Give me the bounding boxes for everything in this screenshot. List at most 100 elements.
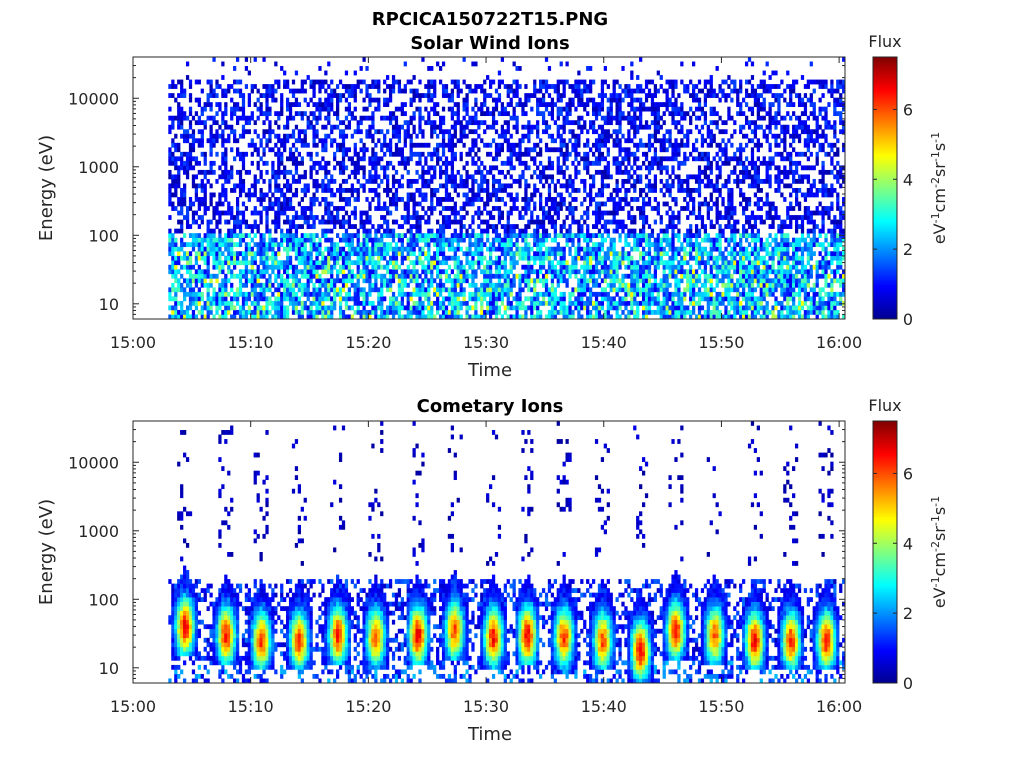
spectrogram-cell xyxy=(200,309,204,315)
spectrogram-cell xyxy=(297,215,301,220)
spectrogram-cell xyxy=(465,269,469,275)
spectrogram-cell xyxy=(497,169,502,175)
spectrogram-cell xyxy=(477,156,481,162)
spectrogram-cell xyxy=(168,147,172,153)
spectrogram-cell xyxy=(521,106,525,112)
spectrogram-cell xyxy=(512,201,516,207)
spectrogram-cell xyxy=(344,255,349,261)
spectrogram-cell xyxy=(603,93,607,98)
spectrogram-cell xyxy=(365,251,369,257)
spectrogram-cell xyxy=(235,169,240,175)
spectrogram-cell xyxy=(471,251,475,257)
spectrogram-cell xyxy=(241,165,246,171)
spectrogram-cell xyxy=(438,233,443,238)
spectrogram-cell xyxy=(412,75,416,80)
spectrogram-cell xyxy=(244,66,249,71)
spectrogram-cell xyxy=(400,147,404,153)
spectrogram-cell xyxy=(300,233,304,238)
spectrogram-cell xyxy=(174,296,178,302)
spectrogram-cell xyxy=(453,151,457,157)
spectrogram-cell xyxy=(577,102,581,107)
spectrogram-cell xyxy=(259,174,263,180)
spectrogram-cell xyxy=(271,237,275,243)
spectrogram-cell xyxy=(324,219,328,225)
spectrogram-cell xyxy=(356,124,360,130)
spectrogram-cell xyxy=(438,142,443,148)
spectrogram-cell xyxy=(353,246,357,252)
spectrogram-cell xyxy=(609,174,613,180)
spectrogram-cell xyxy=(430,84,434,89)
spectrogram-cell xyxy=(403,273,407,279)
spectrogram-cell xyxy=(336,142,340,148)
spectrogram-cell xyxy=(403,120,407,126)
spectrogram-cell xyxy=(341,224,346,229)
spectrogram-cell xyxy=(221,174,225,180)
spectrogram-cell xyxy=(606,174,610,180)
spectrogram-cell xyxy=(341,219,346,225)
spectrogram-cell xyxy=(618,197,622,202)
spectrogram-cell xyxy=(377,237,381,243)
spectrogram-cell xyxy=(506,102,510,107)
spectrogram-cell xyxy=(418,188,422,193)
spectrogram-cell xyxy=(621,147,625,153)
spectrogram-cell xyxy=(394,142,399,148)
spectrogram-cell xyxy=(497,206,502,211)
spectrogram-cell xyxy=(471,219,475,225)
spectrogram-cell xyxy=(474,237,478,243)
spectrogram-cell xyxy=(227,174,231,180)
spectrogram-cell xyxy=(235,106,240,112)
spectrogram-cell xyxy=(533,219,537,225)
spectrogram-cell xyxy=(600,133,605,139)
spectrogram-cell xyxy=(403,165,407,171)
spectrogram-cell xyxy=(212,291,216,297)
spectrogram-cell xyxy=(250,224,254,229)
spectrogram-cell xyxy=(559,260,563,266)
spectrogram-cell xyxy=(288,188,293,193)
spectrogram-cell xyxy=(506,138,510,144)
spectrogram-cell xyxy=(386,309,390,315)
spectrogram-cell xyxy=(500,102,505,107)
spectrogram-cell xyxy=(562,169,566,175)
spectrogram-cell xyxy=(168,215,172,220)
spectrogram-cell xyxy=(353,84,357,89)
spectrogram-cell xyxy=(438,246,443,252)
spectrogram-cell xyxy=(400,260,404,266)
spectrogram-cell xyxy=(609,102,613,107)
spectrogram-cell xyxy=(212,115,216,121)
spectrogram-cell xyxy=(191,309,196,315)
spectrogram-cell xyxy=(224,273,228,279)
spectrogram-cell xyxy=(512,106,516,112)
spectrogram-cell xyxy=(562,264,566,270)
spectrogram-cell xyxy=(209,138,213,144)
spectrogram-cell xyxy=(556,215,560,220)
spectrogram-cell xyxy=(468,314,472,320)
spectrogram-cell xyxy=(530,147,534,153)
spectrogram-cell xyxy=(468,188,472,193)
spectrogram-cell xyxy=(427,88,431,94)
spectrogram-cell xyxy=(539,237,543,243)
spectrogram-cell xyxy=(330,255,334,261)
spectrogram-cell xyxy=(336,93,340,98)
spectrogram-cell xyxy=(544,102,549,107)
spectrogram-cell xyxy=(506,251,510,257)
spectrogram-cell xyxy=(465,201,469,207)
spectrogram-cell xyxy=(218,106,222,112)
spectrogram-cell xyxy=(562,183,566,189)
spectrogram-cell xyxy=(580,79,584,85)
spectrogram-cell xyxy=(400,282,404,288)
spectrogram-cell xyxy=(318,251,322,257)
spectrogram-cell xyxy=(553,228,557,234)
spectrogram-cell xyxy=(291,174,296,180)
spectrogram-cell xyxy=(491,165,496,171)
spectrogram-cell xyxy=(197,224,201,229)
spectrogram-cell xyxy=(371,124,375,130)
spectrogram-cell xyxy=(377,255,381,261)
spectrogram-cell xyxy=(309,97,313,103)
spectrogram-cell xyxy=(380,246,384,252)
spectrogram-cell xyxy=(447,300,452,306)
spectrogram-cell xyxy=(430,129,434,135)
spectrogram-cell xyxy=(571,147,575,153)
spectrogram-cell xyxy=(233,273,237,279)
spectrogram-cell xyxy=(394,201,399,207)
spectrogram-cell xyxy=(415,215,419,220)
